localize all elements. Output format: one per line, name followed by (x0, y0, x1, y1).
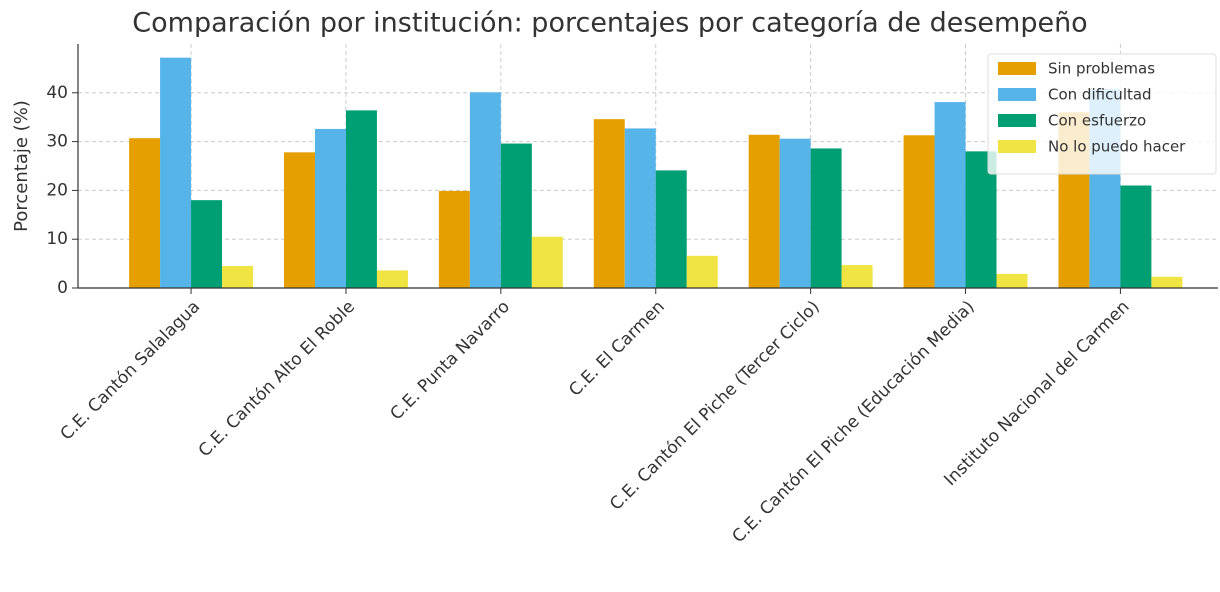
legend-swatch (998, 140, 1036, 153)
legend-swatch (998, 88, 1036, 101)
bar (1151, 276, 1183, 288)
bar (655, 170, 687, 288)
bar (996, 273, 1028, 288)
bar (686, 255, 718, 288)
bar (903, 135, 935, 288)
y-axis-label: Porcentaje (%) (11, 100, 32, 232)
chart-title: Comparación por institución: porcentajes… (132, 8, 1087, 39)
x-tick-label: C.E. Punta Navarro (387, 297, 514, 424)
bar (810, 148, 842, 288)
bar (345, 110, 377, 288)
legend-box (987, 53, 1217, 175)
bar (129, 138, 161, 288)
x-tick-label: C.E. El Carmen (565, 297, 669, 401)
bar (593, 119, 625, 288)
y-tick-label: 40 (46, 83, 68, 103)
bar (1120, 185, 1152, 288)
legend-label: Con dificultad (1048, 86, 1152, 104)
y-tick-label: 0 (57, 278, 68, 298)
bar (284, 152, 315, 288)
y-tick-label: 20 (46, 180, 68, 200)
bar (531, 236, 563, 288)
bar (748, 134, 780, 288)
y-tick-label: 10 (46, 229, 68, 249)
bar (841, 265, 873, 288)
bar (438, 190, 470, 288)
bar (222, 266, 254, 288)
x-tick-label: C.E. Cantón El Piche (Educación Media) (729, 297, 979, 547)
x-tick-label: C.E. Cantón Alto El Roble (195, 297, 359, 461)
bar (934, 102, 966, 289)
bar (314, 128, 346, 288)
legend-label: Sin problemas (1048, 60, 1155, 78)
y-tick-label: 30 (46, 132, 68, 152)
bar (376, 270, 408, 288)
x-tick-label: Instituto Nacional del Carmen (940, 297, 1133, 490)
legend: Sin problemas Con dificultad Con esfuerzo N… (987, 53, 1217, 175)
x-tick-label: C.E. Cantón Salalagua (57, 297, 205, 445)
legend-label: Con esfuerzo (1048, 112, 1146, 130)
bar (160, 57, 192, 288)
bar (779, 138, 811, 288)
bar (624, 128, 656, 288)
bar (469, 92, 501, 288)
legend-swatch (998, 114, 1036, 127)
legend-swatch (998, 62, 1036, 75)
bar (500, 143, 532, 288)
bar (191, 200, 223, 288)
legend-label: No lo puedo hacer (1048, 138, 1186, 156)
